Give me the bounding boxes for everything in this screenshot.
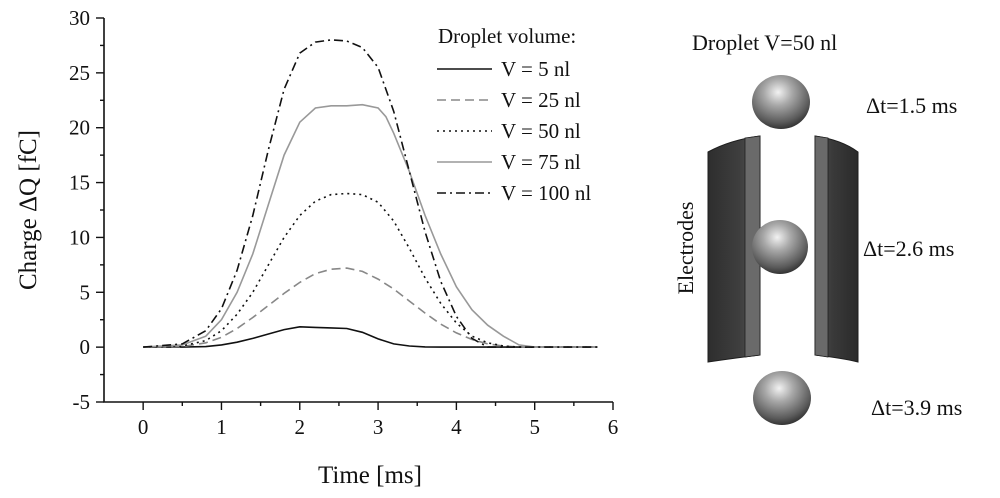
legend: Droplet volume: V = 5 nl V = 25 nl V = 50 … [437,24,591,205]
x-tick-label: 2 [295,415,306,439]
droplet-top [752,75,810,129]
y-tick-label: 10 [69,225,90,249]
legend-label: V = 5 nl [501,57,570,81]
y-axis-title: Charge ΔQ [fC] [15,130,42,290]
y-tick-label: 0 [80,335,91,359]
series-line [143,325,598,348]
plot-area: 0 1 2 3 4 5 6 -5 0 5 10 15 20 25 30 [69,6,618,439]
series-line [143,192,598,348]
time-label-1: Δt=1.5 ms [866,93,957,118]
legend-label: V = 100 nl [501,181,591,205]
x-tick-label: 1 [216,415,227,439]
y-tick-label: 5 [80,280,91,304]
droplet-diagram: Droplet V=50 nl Electrodes Δt=1.5 ms Δt=… [673,30,962,425]
x-axis-title: Time [ms] [318,462,422,489]
diagram-title: Droplet V=50 nl [692,30,837,55]
time-label-2: Δt=2.6 ms [863,236,954,261]
series-line [143,103,598,348]
legend-title: Droplet volume: [438,24,576,48]
y-tick-label: -5 [73,390,91,414]
y-tick-label: 15 [69,171,90,195]
x-tick-label: 4 [451,415,462,439]
axis-ticks: 0 1 2 3 4 5 6 -5 0 5 10 15 20 25 30 [69,6,618,439]
series-group [143,39,598,348]
x-tick-label: 3 [373,415,384,439]
legend-label: V = 75 nl [501,150,581,174]
y-tick-label: 25 [69,61,90,85]
time-label-3: Δt=3.9 ms [871,395,962,420]
x-tick-label: 5 [529,415,540,439]
series-line [143,39,598,348]
right-electrode-edge [814,135,829,358]
x-tick-label: 0 [138,415,149,439]
x-tick-label: 6 [608,415,619,439]
droplet-middle [752,220,808,274]
electrodes-label: Electrodes [673,202,698,295]
y-tick-label: 20 [69,116,90,140]
legend-label: V = 50 nl [501,119,581,143]
legend-label: V = 25 nl [501,88,581,112]
y-tick-label: 30 [69,6,90,30]
droplet-bottom [753,371,811,425]
